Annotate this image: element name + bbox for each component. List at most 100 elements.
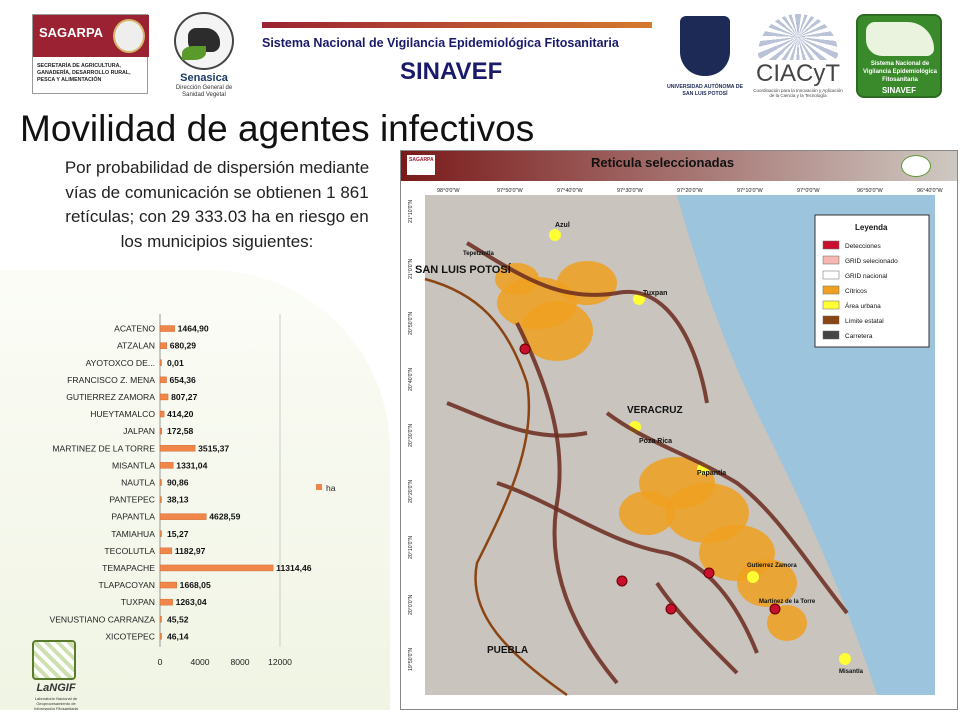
category-label: TEMAPACHE bbox=[102, 563, 155, 573]
sagarpa-subtitle: SECRETARÍA DE AGRICULTURA, GANADERÍA, DE… bbox=[37, 63, 131, 83]
category-label: PANTEPEC bbox=[109, 495, 155, 505]
bar-chart: ACATENO 1464,90 ATZALAN 680,29 AYOTOXCO DE..… bbox=[49, 314, 336, 667]
data-label: 1464,90 bbox=[178, 324, 209, 334]
x-tick-label: 0 bbox=[158, 657, 163, 667]
category-label: XICOTEPEC bbox=[105, 631, 155, 641]
bar bbox=[159, 359, 162, 366]
bar bbox=[159, 427, 162, 435]
top-tick-label: 97°40'0"W bbox=[557, 188, 583, 194]
x-tick-label: 4000 bbox=[190, 657, 209, 667]
lanagif-name: LaNGIF bbox=[36, 682, 76, 694]
road-grid bbox=[605, 411, 849, 615]
category-label: GUTIERREZ ZAMORA bbox=[66, 392, 155, 402]
top-tick-label: 98°0'0"W bbox=[437, 188, 460, 194]
legend-label: GRID nacional bbox=[845, 273, 888, 280]
senasica-name: Senasica bbox=[180, 72, 228, 84]
bar bbox=[159, 462, 174, 469]
legend-swatch bbox=[822, 270, 840, 280]
place-label: VERACRUZ bbox=[627, 405, 683, 416]
bar bbox=[159, 547, 173, 555]
legend-label: Cítricos bbox=[845, 288, 868, 295]
legend-label: Área urbana bbox=[845, 301, 881, 310]
lanagif-logo: LaNGIF Laboratorio Nacional de Geoproces… bbox=[26, 640, 86, 714]
category-label: PAPANTLA bbox=[111, 512, 155, 522]
x-tick-label: 8000 bbox=[230, 657, 249, 667]
data-label: 1668,05 bbox=[180, 580, 211, 590]
data-label: 90,86 bbox=[167, 477, 189, 487]
urban-area bbox=[549, 229, 561, 241]
category-label: FRANCISCO Z. MENA bbox=[67, 375, 155, 385]
map-sagarpa-logo: SAGARPA bbox=[407, 155, 435, 175]
bar bbox=[159, 325, 175, 332]
bar bbox=[159, 479, 162, 486]
detection-point bbox=[519, 343, 531, 355]
legend-swatch bbox=[822, 255, 840, 265]
data-label: 4628,59 bbox=[209, 512, 240, 522]
data-label: 172,58 bbox=[167, 426, 194, 436]
citrus-area bbox=[557, 261, 617, 305]
system-acronym: SINAVEF bbox=[400, 58, 503, 85]
data-label: 414,20 bbox=[167, 409, 194, 419]
left-tick-label: 19°50'0"N bbox=[408, 648, 414, 671]
sinavef-logo-text: Sistema Nacional de Vigilancia Epidemiol… bbox=[863, 61, 937, 83]
urban-area bbox=[633, 293, 645, 305]
data-label: 1263,04 bbox=[176, 597, 207, 607]
top-tick-label: 96°50'0"W bbox=[857, 188, 883, 194]
legend-swatch bbox=[822, 315, 840, 325]
map-frame: 98°0'0"W 97°50'0"W 97°40'0"W 97°30'0"W 97°20… bbox=[407, 183, 953, 707]
top-tick-label: 97°50'0"W bbox=[497, 188, 523, 194]
road-grid bbox=[515, 322, 619, 685]
place-label: Tepetzintla bbox=[463, 251, 495, 257]
header: SAGARPA SECRETARÍA DE AGRICULTURA, GANAD… bbox=[0, 0, 960, 108]
legend-label: Límite estatal bbox=[845, 318, 884, 325]
data-label: 15,27 bbox=[167, 529, 189, 539]
road-grid bbox=[496, 481, 759, 654]
place-label: PUEBLA bbox=[487, 645, 528, 656]
place-label: Misantla bbox=[839, 669, 864, 675]
place-label: SAN LUIS POTOSÍ bbox=[415, 263, 512, 276]
left-tick-label: 20°40'0"N bbox=[408, 368, 414, 391]
legend-swatch bbox=[822, 300, 840, 310]
detection-point bbox=[769, 603, 781, 615]
data-label: 654,36 bbox=[170, 375, 197, 385]
data-label: 1331,04 bbox=[176, 460, 207, 470]
left-tick-label: 20°10'0"N bbox=[408, 536, 414, 559]
legend-box bbox=[814, 214, 930, 348]
top-tick-label: 97°20'0"W bbox=[677, 188, 703, 194]
bar bbox=[159, 445, 196, 452]
lanagif-subtitle: Laboratorio Nacional de Geoprocesamiento… bbox=[34, 696, 78, 711]
place-label: Azul bbox=[555, 222, 570, 229]
leaf-icon bbox=[182, 46, 206, 60]
legend-swatch bbox=[822, 285, 840, 295]
data-label: 0,01 bbox=[167, 358, 184, 368]
category-label: HUEYTAMALCO bbox=[90, 409, 155, 419]
bar bbox=[159, 530, 162, 537]
data-label: 46,14 bbox=[167, 631, 189, 641]
x-tick-label: 12000 bbox=[268, 657, 292, 667]
left-tick-label: 20°0'0"N bbox=[408, 595, 414, 615]
category-label: ATZALAN bbox=[117, 341, 155, 351]
left-tick-label: 21°10'0"N bbox=[408, 200, 414, 223]
category-label: MARTINEZ DE LA TORRE bbox=[52, 443, 155, 453]
top-tick-label: 97°0'0"W bbox=[797, 188, 820, 194]
left-tick-label: 20°50'0"N bbox=[408, 312, 414, 335]
bar bbox=[159, 393, 169, 401]
detection-point bbox=[703, 567, 715, 579]
map-panel: SAGARPA Reticula seleccionadas 98°0'0"W 9… bbox=[400, 150, 958, 710]
legend-swatch bbox=[822, 330, 840, 340]
bar bbox=[159, 633, 162, 640]
data-label: 680,29 bbox=[170, 341, 197, 351]
place-label: Gutierrez Zamora bbox=[747, 563, 797, 569]
road-grid bbox=[446, 401, 588, 438]
road-grid bbox=[465, 241, 709, 404]
category-label: TLAPACOYAN bbox=[98, 580, 155, 590]
uaslp-logo: UNIVERSIDAD AUTÓNOMA DE SAN LUIS POTOSÍ bbox=[664, 12, 746, 102]
bar bbox=[159, 410, 165, 418]
legend-label: Detecciones bbox=[845, 243, 882, 250]
mexico-map-icon bbox=[866, 22, 934, 56]
category-label: ACATENO bbox=[114, 324, 155, 334]
uaslp-name: UNIVERSIDAD AUTÓNOMA DE SAN LUIS POTOSÍ bbox=[667, 84, 743, 97]
slide-title: Movilidad de agentes infectivos bbox=[20, 108, 535, 149]
citrus-area bbox=[495, 263, 539, 295]
data-label: 3515,37 bbox=[198, 443, 229, 453]
